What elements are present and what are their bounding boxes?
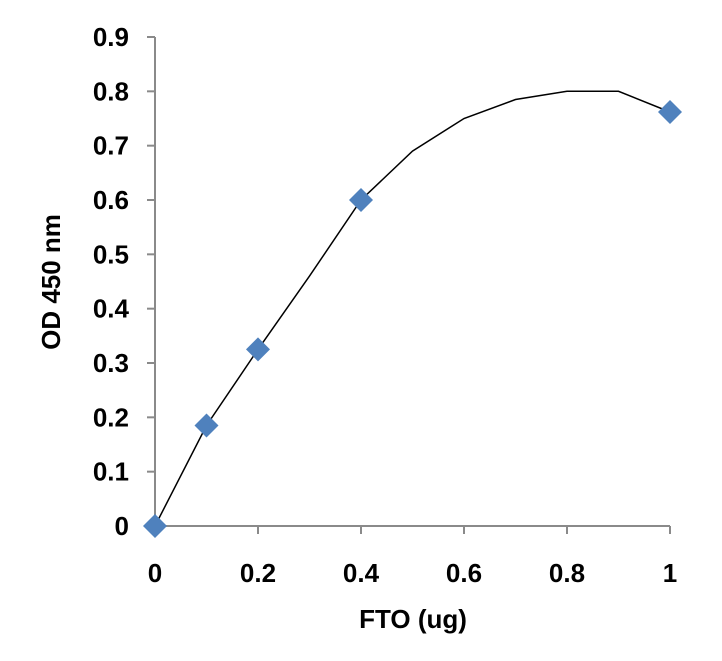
- y-tick-label: 0.1: [93, 457, 129, 487]
- y-tick-label: 0.5: [93, 239, 129, 269]
- data-points: [143, 100, 682, 538]
- data-point: [143, 514, 167, 538]
- x-tick-label: 0: [148, 558, 162, 588]
- x-axis-title: FTO (ug): [359, 604, 467, 634]
- y-tick-label: 0.2: [93, 402, 129, 432]
- y-tick-label: 0.6: [93, 185, 129, 215]
- data-point: [246, 337, 270, 362]
- y-tick-label: 0: [115, 511, 129, 541]
- y-tick-label: 0.4: [93, 294, 130, 324]
- y-axis-title: OD 450 nm: [36, 214, 66, 350]
- x-tick-label: 0.4: [343, 558, 380, 588]
- x-tick-label: 0.6: [446, 558, 482, 588]
- trendline: [154, 90, 671, 527]
- y-tick-label: 0.7: [93, 131, 129, 161]
- data-point: [194, 413, 219, 438]
- y-tick-label: 0.3: [93, 348, 129, 378]
- data-point: [349, 188, 373, 212]
- x-tick-label: 1: [663, 558, 677, 588]
- x-axis-ticks: 0 0.2 0.4 0.6 0.8 1: [148, 526, 677, 588]
- y-tick-label: 0.9: [93, 22, 129, 52]
- data-point: [658, 100, 682, 124]
- y-axis-ticks: 0 0.1 0.2 0.3 0.4 0.5 0.6 0.7 0.8 0.9: [93, 22, 155, 541]
- x-tick-label: 0.2: [240, 558, 276, 588]
- y-tick-label: 0.8: [93, 76, 129, 106]
- x-tick-label: 0.8: [549, 558, 585, 588]
